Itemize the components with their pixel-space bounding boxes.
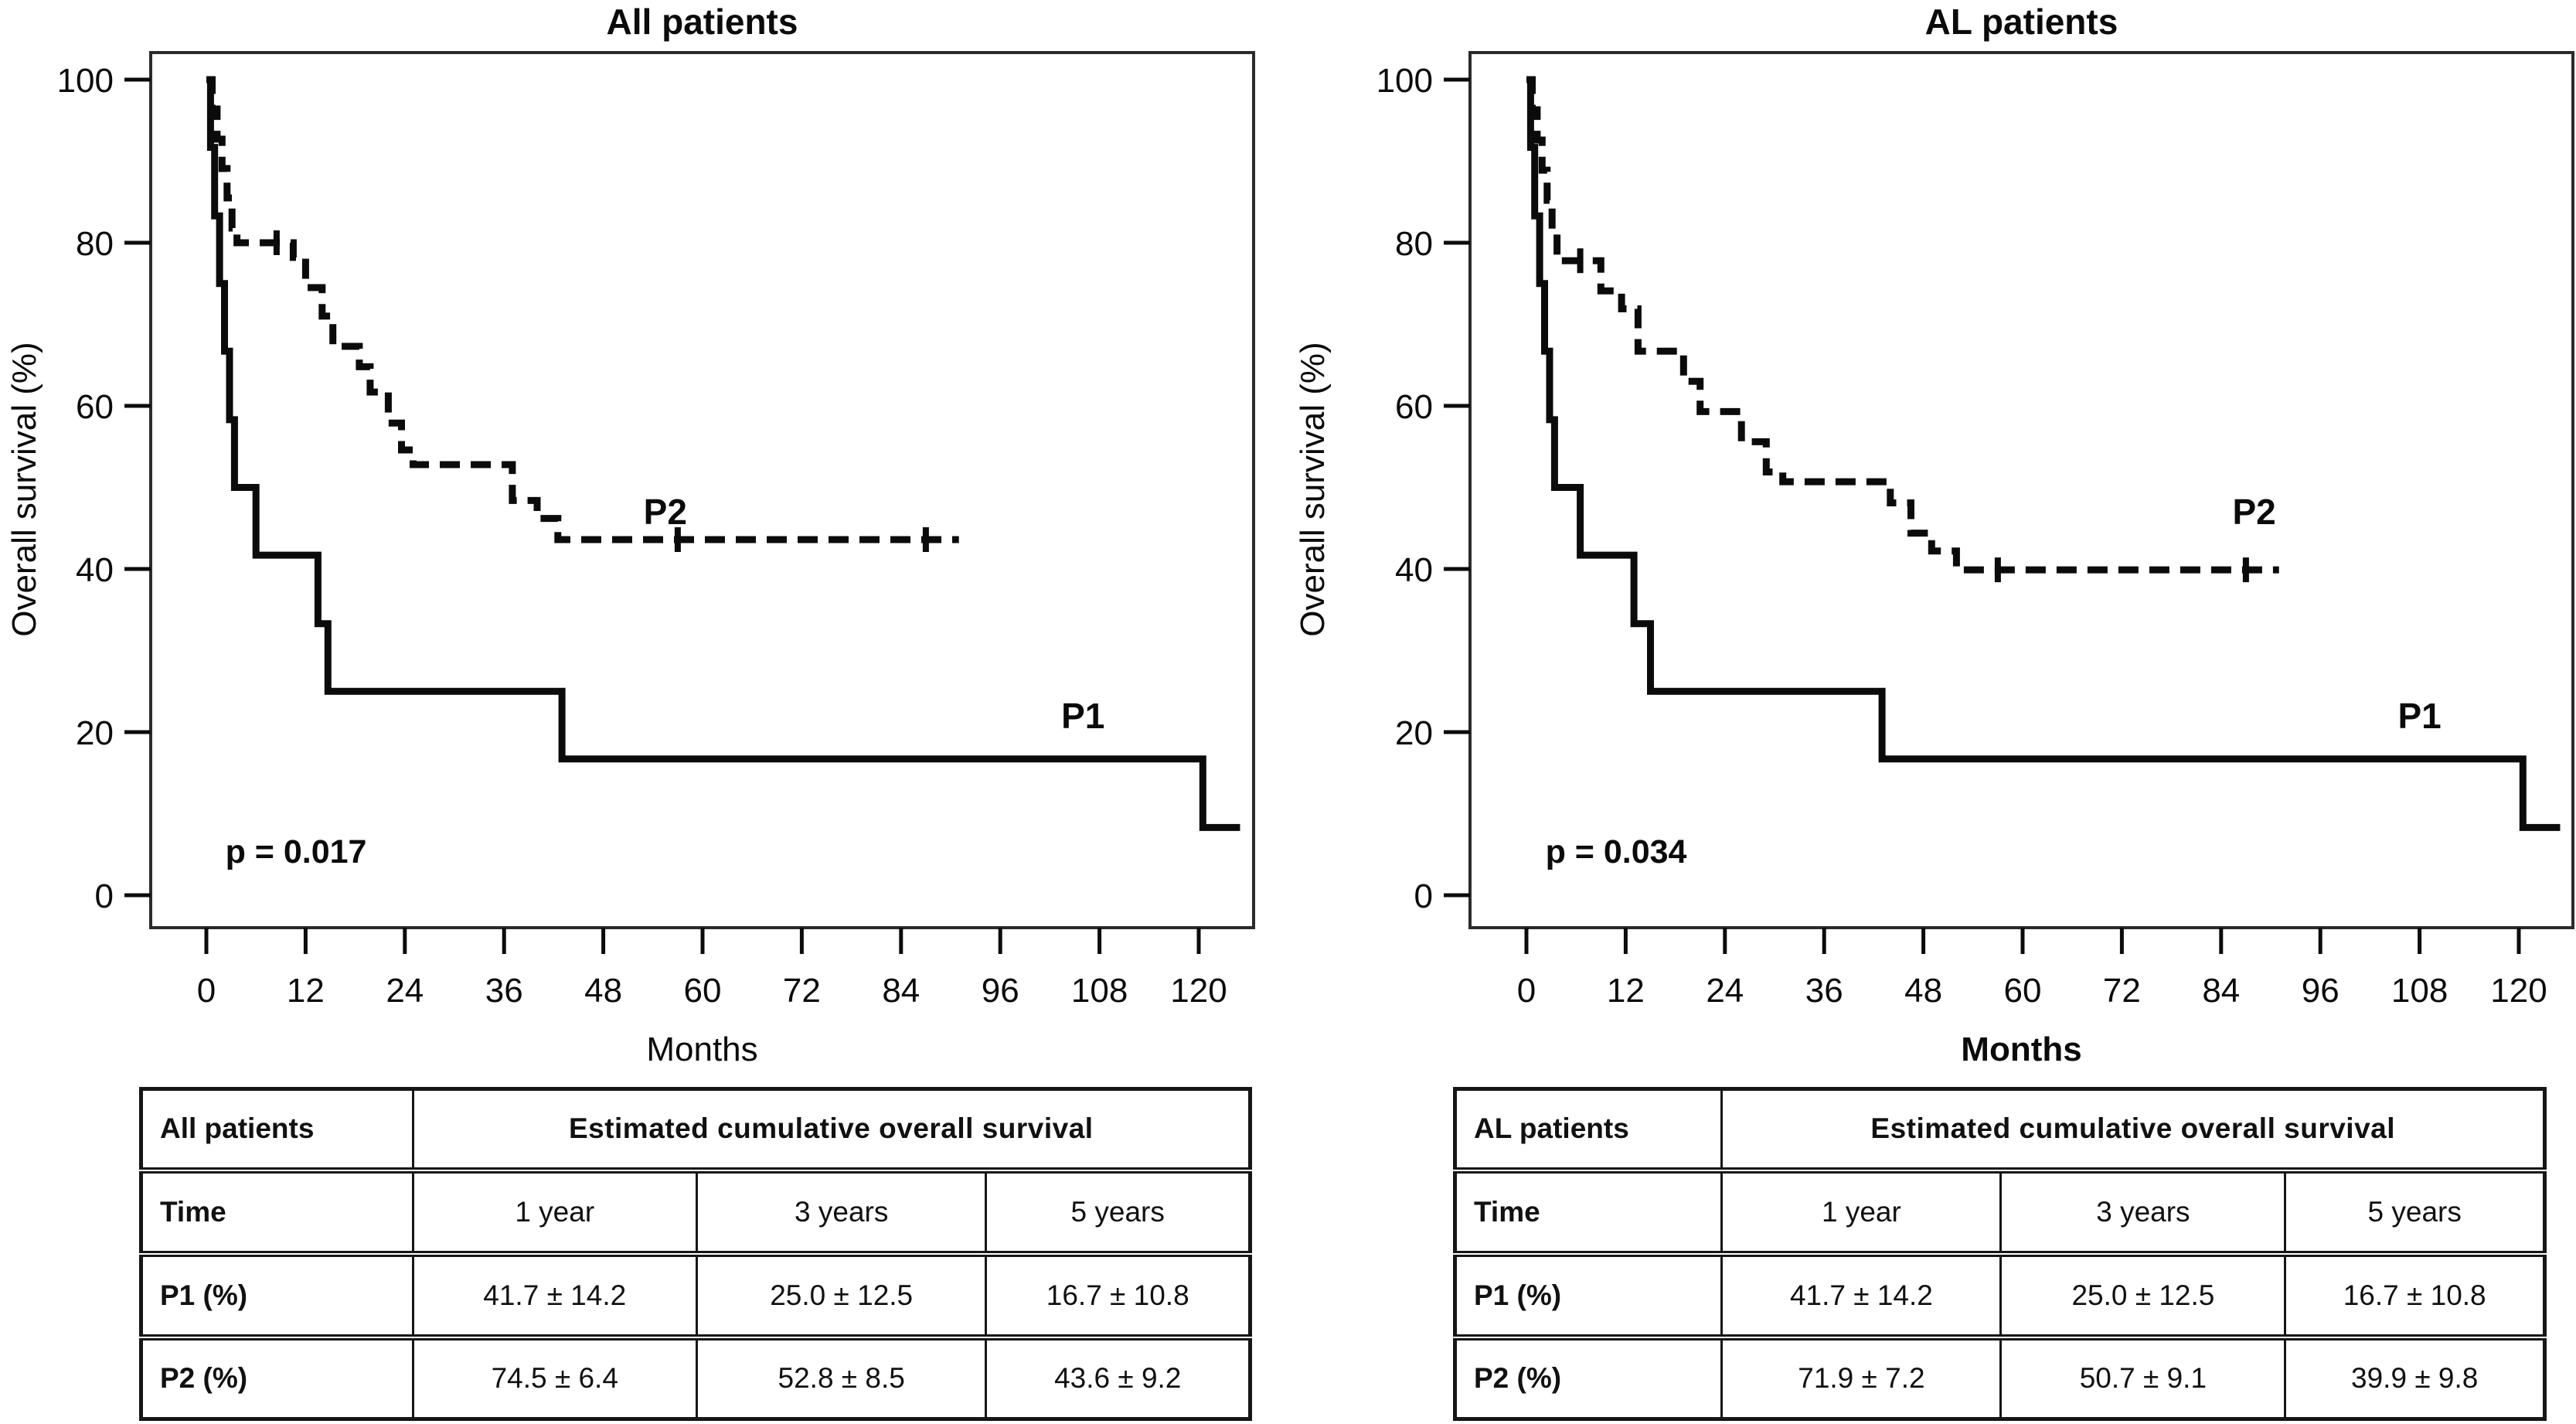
table-cell: 1 year [411, 1170, 698, 1254]
table-cell: 16.7 ± 10.8 [985, 1253, 1251, 1338]
y-tick-label: 60 [76, 388, 114, 426]
y-axis: 0 20 40 60 80 100 [57, 62, 151, 915]
series-label-p2: P2 [644, 492, 687, 532]
x-tick-label: 84 [2202, 972, 2240, 1010]
table-row: Time 1 year 3 years 5 years [1453, 1170, 2546, 1254]
table-cell: 25.0 ± 12.5 [1999, 1253, 2287, 1338]
x-axis-title: Months [1961, 1031, 2081, 1068]
table-cell: 74.5 ± 6.4 [411, 1337, 698, 1419]
table-row: P1 (%) 41.7 ± 14.2 25.0 ± 12.5 16.7 ± 10… [140, 1253, 1251, 1338]
x-tick-label: 60 [684, 972, 722, 1010]
row-label-p1: P1 (%) [140, 1253, 414, 1338]
table-cell: 3 years [1999, 1170, 2287, 1254]
series-label-p1: P1 [2397, 696, 2441, 736]
table-cell: 5 years [2284, 1170, 2546, 1254]
row-label-p1: P1 (%) [1453, 1253, 1724, 1338]
table-corner-label: All patients [140, 1088, 414, 1170]
x-tick-label: 120 [2490, 972, 2547, 1010]
chart-title: All patients [607, 2, 798, 42]
y-tick-label: 80 [76, 225, 114, 263]
table-span-header: Estimated cumulative overall survival [1720, 1088, 2546, 1170]
y-tick-label: 60 [1395, 388, 1433, 426]
table-cell: 52.8 ± 8.5 [695, 1337, 988, 1419]
x-tick-label: 120 [1170, 972, 1227, 1010]
x-tick-label: 0 [1517, 972, 1536, 1010]
row-label-p2: P2 (%) [140, 1337, 414, 1419]
x-tick-label: 0 [197, 972, 216, 1010]
table-cell: 25.0 ± 12.5 [695, 1253, 988, 1338]
table-cell: 50.7 ± 9.1 [1999, 1337, 2287, 1419]
y-tick-label: 0 [95, 877, 114, 915]
x-tick-label: 48 [584, 972, 622, 1010]
x-tick-label: 72 [783, 972, 821, 1010]
table-cell: 1 year [1720, 1170, 2003, 1254]
y-tick-label: 0 [1414, 877, 1433, 915]
table-cell: 71.9 ± 7.2 [1720, 1337, 2003, 1419]
x-axis: 0 12 24 36 48 60 72 84 96 108 120 [1517, 928, 2547, 1010]
panel-al-patients: AL patients 0 20 40 60 80 100 0 12 24 36 48 60 72 84 96… [1288, 0, 2576, 1424]
y-tick-label: 40 [76, 551, 114, 589]
table-row: Time 1 year 3 years 5 years [140, 1170, 1251, 1254]
x-tick-label: 96 [982, 972, 1019, 1010]
curve-p1 [1526, 76, 2561, 831]
row-label-time: Time [140, 1170, 414, 1254]
x-tick-label: 12 [1607, 972, 1645, 1010]
curve-p2 [1526, 76, 2279, 574]
series-label-p2: P2 [2232, 492, 2275, 532]
x-tick-label: 60 [2004, 972, 2042, 1010]
x-tick-label: 48 [1904, 972, 1942, 1010]
table-row: All patients Estimated cumulative overal… [140, 1088, 1252, 1170]
table-row: P1 (%) 41.7 ± 14.2 25.0 ± 12.5 16.7 ± 10… [1453, 1253, 2546, 1338]
chart-title: AL patients [1925, 2, 2118, 42]
x-tick-label: 84 [882, 972, 920, 1010]
curve-p1 [206, 76, 1240, 831]
curve-p2 [206, 76, 959, 543]
x-tick-label: 36 [1805, 972, 1843, 1010]
y-tick-label: 100 [1376, 62, 1433, 100]
km-chart-al-patients: AL patients 0 20 40 60 80 100 0 12 24 36 48 60 72 84 96… [1294, 2, 2574, 1068]
plot-frame [1468, 51, 2574, 929]
row-label-p2: P2 (%) [1453, 1337, 1724, 1419]
x-axis-title: Months [646, 1031, 757, 1068]
y-axis-title: Overall survival (%) [5, 342, 43, 636]
p-value-annotation: p = 0.034 [1546, 833, 1687, 870]
table-cell: 41.7 ± 14.2 [411, 1253, 698, 1338]
table-row: P2 (%) 74.5 ± 6.4 52.8 ± 8.5 43.6 ± 9.2 [140, 1337, 1251, 1419]
table-row: AL patients Estimated cumulative overall… [1453, 1088, 2546, 1170]
plot-frame [149, 51, 1255, 929]
y-axis: 0 20 40 60 80 100 [1376, 62, 1470, 915]
x-axis: 0 12 24 36 48 60 72 84 96 108 120 [197, 928, 1227, 1010]
table-row: P2 (%) 71.9 ± 7.2 50.7 ± 9.1 39.9 ± 9.8 [1453, 1337, 2546, 1419]
x-tick-label: 108 [1071, 972, 1128, 1010]
table-span-header: Estimated cumulative overall survival [411, 1088, 1252, 1170]
table-cell: 16.7 ± 10.8 [2284, 1253, 2546, 1338]
y-axis-title: Overall survival (%) [1294, 342, 1332, 636]
table-cell: 39.9 ± 9.8 [2284, 1337, 2546, 1419]
x-tick-label: 12 [287, 972, 325, 1010]
row-label-time: Time [1453, 1170, 1724, 1254]
y-tick-label: 80 [1395, 225, 1433, 263]
survival-table-all-patients: All patients Estimated cumulative overal… [139, 1087, 1252, 1421]
x-tick-label: 24 [1706, 972, 1744, 1010]
x-tick-label: 96 [2302, 972, 2339, 1010]
p-value-annotation: p = 0.017 [226, 833, 367, 870]
x-tick-label: 24 [386, 972, 424, 1010]
survival-table-al-patients: AL patients Estimated cumulative overall… [1453, 1087, 2547, 1421]
table-corner-label: AL patients [1453, 1088, 1724, 1170]
table-cell: 43.6 ± 9.2 [985, 1337, 1251, 1419]
table-cell: 3 years [695, 1170, 988, 1254]
km-chart-all-patients: All patients 0 20 40 60 80 100 0 12 24 36 48 60 72 84 9… [5, 2, 1255, 1068]
y-tick-label: 20 [76, 714, 114, 752]
y-tick-label: 100 [57, 62, 114, 100]
table-cell: 5 years [985, 1170, 1251, 1254]
series-label-p1: P1 [1061, 696, 1104, 736]
table-cell: 41.7 ± 14.2 [1720, 1253, 2003, 1338]
x-tick-label: 72 [2103, 972, 2141, 1010]
panel-all-patients: All patients 0 20 40 60 80 100 0 12 24 36 48 60 72 84 9… [5, 2, 1255, 1421]
y-tick-label: 20 [1395, 714, 1433, 752]
x-tick-label: 36 [485, 972, 523, 1010]
y-tick-label: 40 [1395, 551, 1433, 589]
x-tick-label: 108 [2391, 972, 2448, 1010]
